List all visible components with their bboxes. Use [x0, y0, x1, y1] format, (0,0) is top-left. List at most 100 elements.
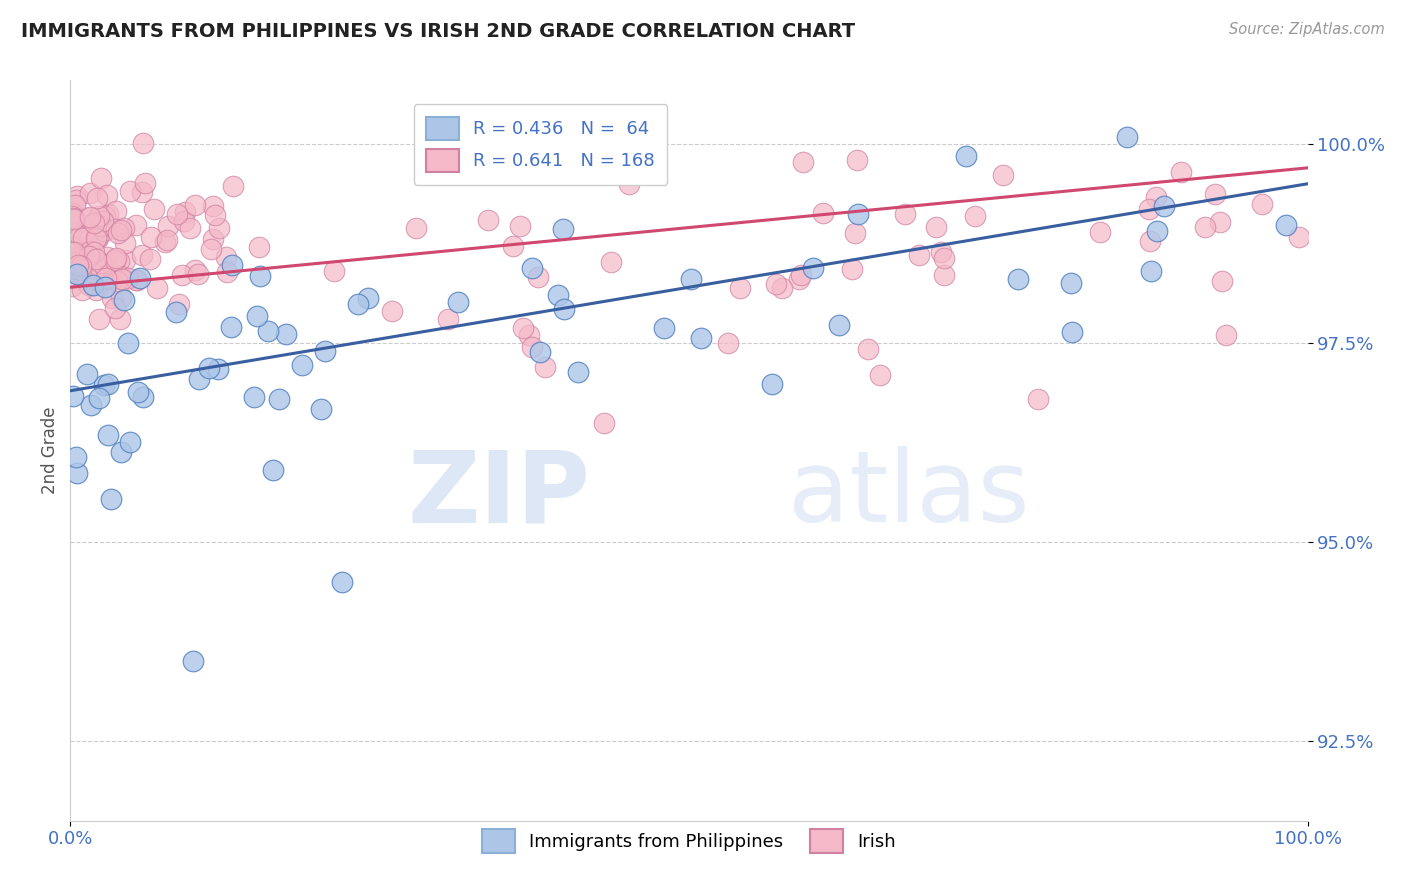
Text: IMMIGRANTS FROM PHILIPPINES VS IRISH 2ND GRADE CORRELATION CHART: IMMIGRANTS FROM PHILIPPINES VS IRISH 2ND… — [21, 22, 855, 41]
Point — [139, 252, 162, 266]
Point — [219, 320, 242, 334]
Point — [1211, 275, 1233, 289]
Point — [844, 227, 866, 241]
Point — [80, 398, 103, 412]
Point — [447, 295, 470, 310]
Point — [89, 225, 111, 239]
Text: atlas: atlas — [787, 446, 1029, 543]
Point — [94, 209, 117, 223]
Point — [66, 226, 89, 240]
Point — [1170, 165, 1192, 179]
Point — [509, 219, 531, 234]
Point — [993, 168, 1015, 182]
Point — [89, 311, 111, 326]
Point — [269, 392, 291, 406]
Point — [110, 445, 132, 459]
Point — [681, 272, 703, 286]
Point — [619, 177, 641, 191]
Point — [84, 252, 107, 267]
Point — [93, 377, 115, 392]
Point — [107, 226, 129, 240]
Point — [322, 263, 344, 277]
Point — [114, 252, 136, 267]
Point — [120, 434, 142, 449]
Point — [97, 377, 120, 392]
Point — [1137, 202, 1160, 216]
Point — [221, 258, 243, 272]
Point — [101, 291, 124, 305]
Point — [131, 248, 153, 262]
Point — [60, 244, 83, 259]
Point — [63, 211, 86, 226]
Point — [330, 574, 353, 589]
Point — [76, 367, 98, 381]
Point — [249, 268, 271, 283]
Point — [207, 361, 229, 376]
Point — [813, 205, 835, 219]
Point — [1274, 218, 1296, 232]
Point — [105, 222, 128, 236]
Point — [553, 302, 575, 317]
Point — [894, 206, 917, 220]
Point — [357, 291, 380, 305]
Point — [143, 202, 166, 216]
Point — [274, 326, 297, 341]
Point — [167, 297, 190, 311]
Point — [110, 290, 132, 304]
Point — [256, 324, 278, 338]
Point — [67, 252, 90, 267]
Point — [803, 261, 825, 276]
Point — [139, 230, 162, 244]
Point — [104, 253, 127, 268]
Point — [309, 402, 332, 417]
Point — [94, 270, 117, 285]
Point — [60, 209, 83, 223]
Point — [527, 269, 550, 284]
Point — [110, 312, 132, 326]
Point — [200, 242, 222, 256]
Point — [111, 272, 134, 286]
Point — [263, 463, 285, 477]
Point — [792, 155, 814, 169]
Point — [75, 251, 97, 265]
Point — [1146, 224, 1168, 238]
Point — [932, 251, 955, 265]
Point — [104, 251, 127, 265]
Point — [1194, 219, 1216, 234]
Point — [179, 220, 201, 235]
Point — [1204, 187, 1226, 202]
Point — [107, 253, 129, 268]
Point — [908, 248, 931, 262]
Point — [477, 213, 499, 227]
Point — [963, 209, 986, 223]
Point — [689, 331, 711, 345]
Point — [869, 368, 891, 382]
Point — [65, 255, 87, 269]
Point — [846, 153, 869, 168]
Point — [110, 268, 132, 283]
Point — [127, 385, 149, 400]
Point — [128, 271, 150, 285]
Point — [184, 198, 207, 212]
Point — [96, 251, 118, 265]
Point — [76, 276, 98, 290]
Point — [846, 207, 869, 221]
Point — [66, 467, 89, 481]
Point — [60, 240, 83, 254]
Point — [925, 220, 948, 235]
Point — [120, 184, 142, 198]
Point — [98, 268, 121, 282]
Point — [79, 244, 101, 258]
Point — [82, 277, 104, 292]
Point — [222, 178, 245, 193]
Point — [202, 199, 225, 213]
Point — [173, 204, 195, 219]
Legend: Immigrants from Philippines, Irish: Immigrants from Philippines, Irish — [475, 822, 903, 860]
Point — [66, 267, 89, 281]
Point — [173, 214, 195, 228]
Point — [66, 189, 89, 203]
Point — [90, 219, 112, 233]
Point — [84, 257, 107, 271]
Point — [1153, 199, 1175, 213]
Point — [828, 318, 851, 333]
